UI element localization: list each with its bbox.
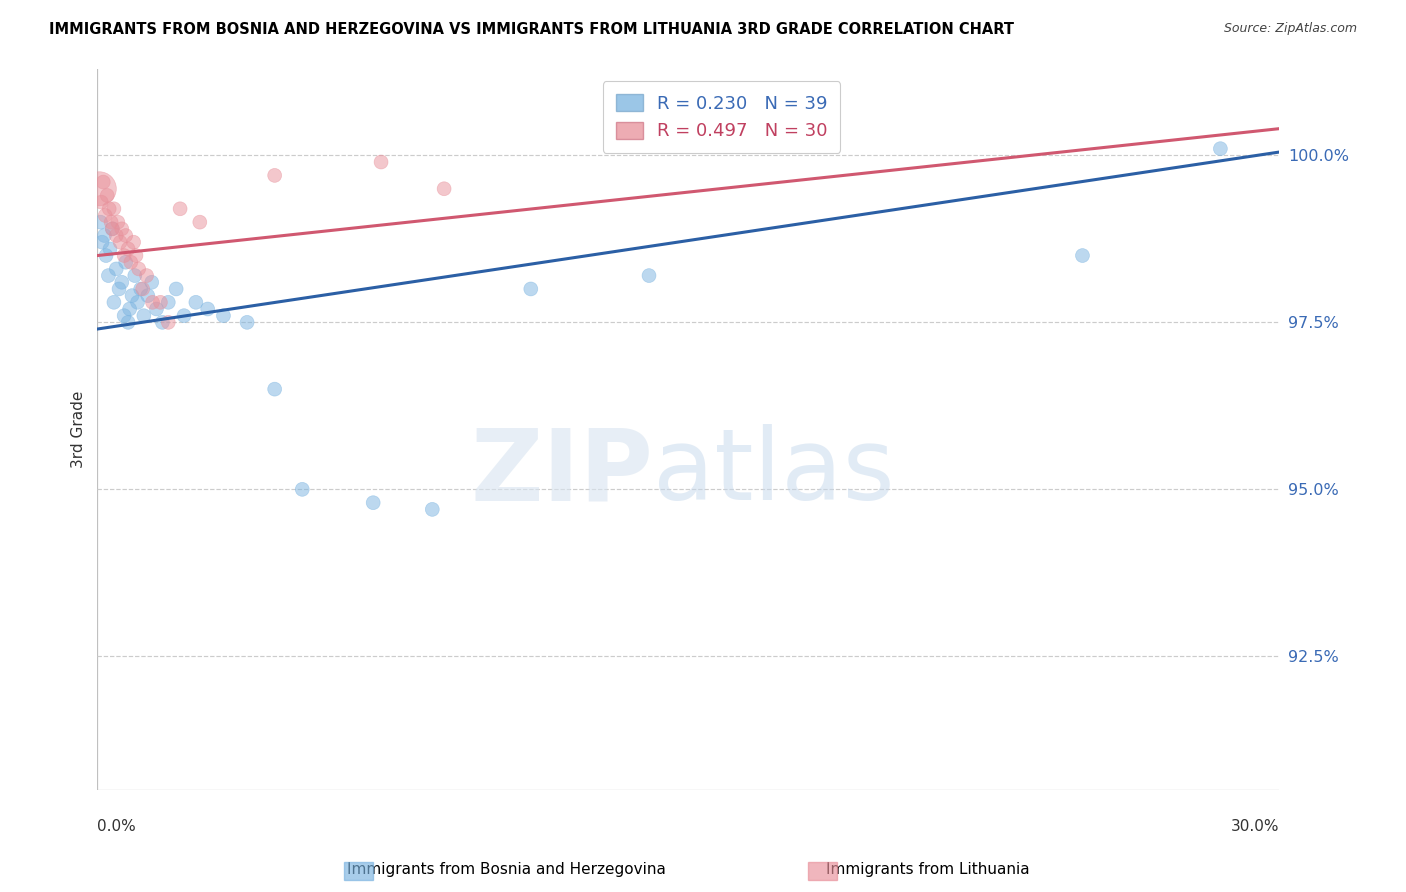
Text: 0.0%: 0.0% [97,819,136,834]
Point [89,182,111,196]
Point [361,496,384,510]
Point [89,215,111,229]
Point [149,295,172,310]
Point [291,483,314,497]
Point [103,202,125,216]
Point [117,315,139,329]
Point [120,255,142,269]
Point [132,309,155,323]
Point [124,268,146,283]
Point [94,248,117,262]
Point [91,175,114,189]
Point [101,222,124,236]
Y-axis label: 3rd Grade: 3rd Grade [72,391,86,468]
Point [111,222,134,236]
Point [107,215,129,229]
Point [117,242,139,256]
Point [173,309,195,323]
Point [169,202,191,216]
Point [141,295,163,310]
Text: IMMIGRANTS FROM BOSNIA AND HERZEGOVINA VS IMMIGRANTS FROM LITHUANIA 3RD GRADE CO: IMMIGRANTS FROM BOSNIA AND HERZEGOVINA V… [49,22,1014,37]
Point [157,315,180,329]
Point [105,261,128,276]
Point [263,382,285,396]
Point [90,195,112,210]
Point [93,228,115,243]
Point [420,502,443,516]
Point [184,295,207,310]
Point [638,268,661,283]
Point [122,235,145,250]
Point [135,268,157,283]
Point [128,261,150,276]
Legend: R = 0.230   N = 39, R = 0.497   N = 30: R = 0.230 N = 39, R = 0.497 N = 30 [603,81,841,153]
Point [197,301,219,316]
Text: ZIP: ZIP [470,424,652,521]
Point [1209,142,1232,156]
Text: Immigrants from Lithuania: Immigrants from Lithuania [827,863,1029,877]
Point [103,295,125,310]
Point [94,209,117,223]
Point [108,235,131,250]
Point [129,282,152,296]
Point [118,301,141,316]
Point [131,282,153,296]
Point [100,215,122,229]
Point [212,309,235,323]
Point [433,182,456,196]
Point [188,215,211,229]
Point [101,222,124,236]
Point [98,202,121,216]
Point [112,309,135,323]
Point [370,155,392,169]
Point [125,248,148,262]
Text: 30.0%: 30.0% [1232,819,1279,834]
Point [112,248,135,262]
Point [91,235,114,250]
Point [97,268,120,283]
Point [105,228,128,243]
Point [236,315,259,329]
Point [127,295,149,310]
Point [108,282,131,296]
Point [111,275,134,289]
Point [520,282,543,296]
Point [157,295,180,310]
Point [136,288,159,302]
Point [121,288,143,302]
Point [98,242,121,256]
Point [114,255,136,269]
Text: Immigrants from Bosnia and Herzegovina: Immigrants from Bosnia and Herzegovina [347,863,665,877]
Point [141,275,163,289]
Point [150,315,173,329]
Point [114,228,136,243]
Text: atlas: atlas [652,424,894,521]
Point [145,301,167,316]
Point [263,169,285,183]
Point [96,188,118,202]
Point [165,282,187,296]
Text: Source: ZipAtlas.com: Source: ZipAtlas.com [1223,22,1357,36]
Point [1071,248,1094,262]
